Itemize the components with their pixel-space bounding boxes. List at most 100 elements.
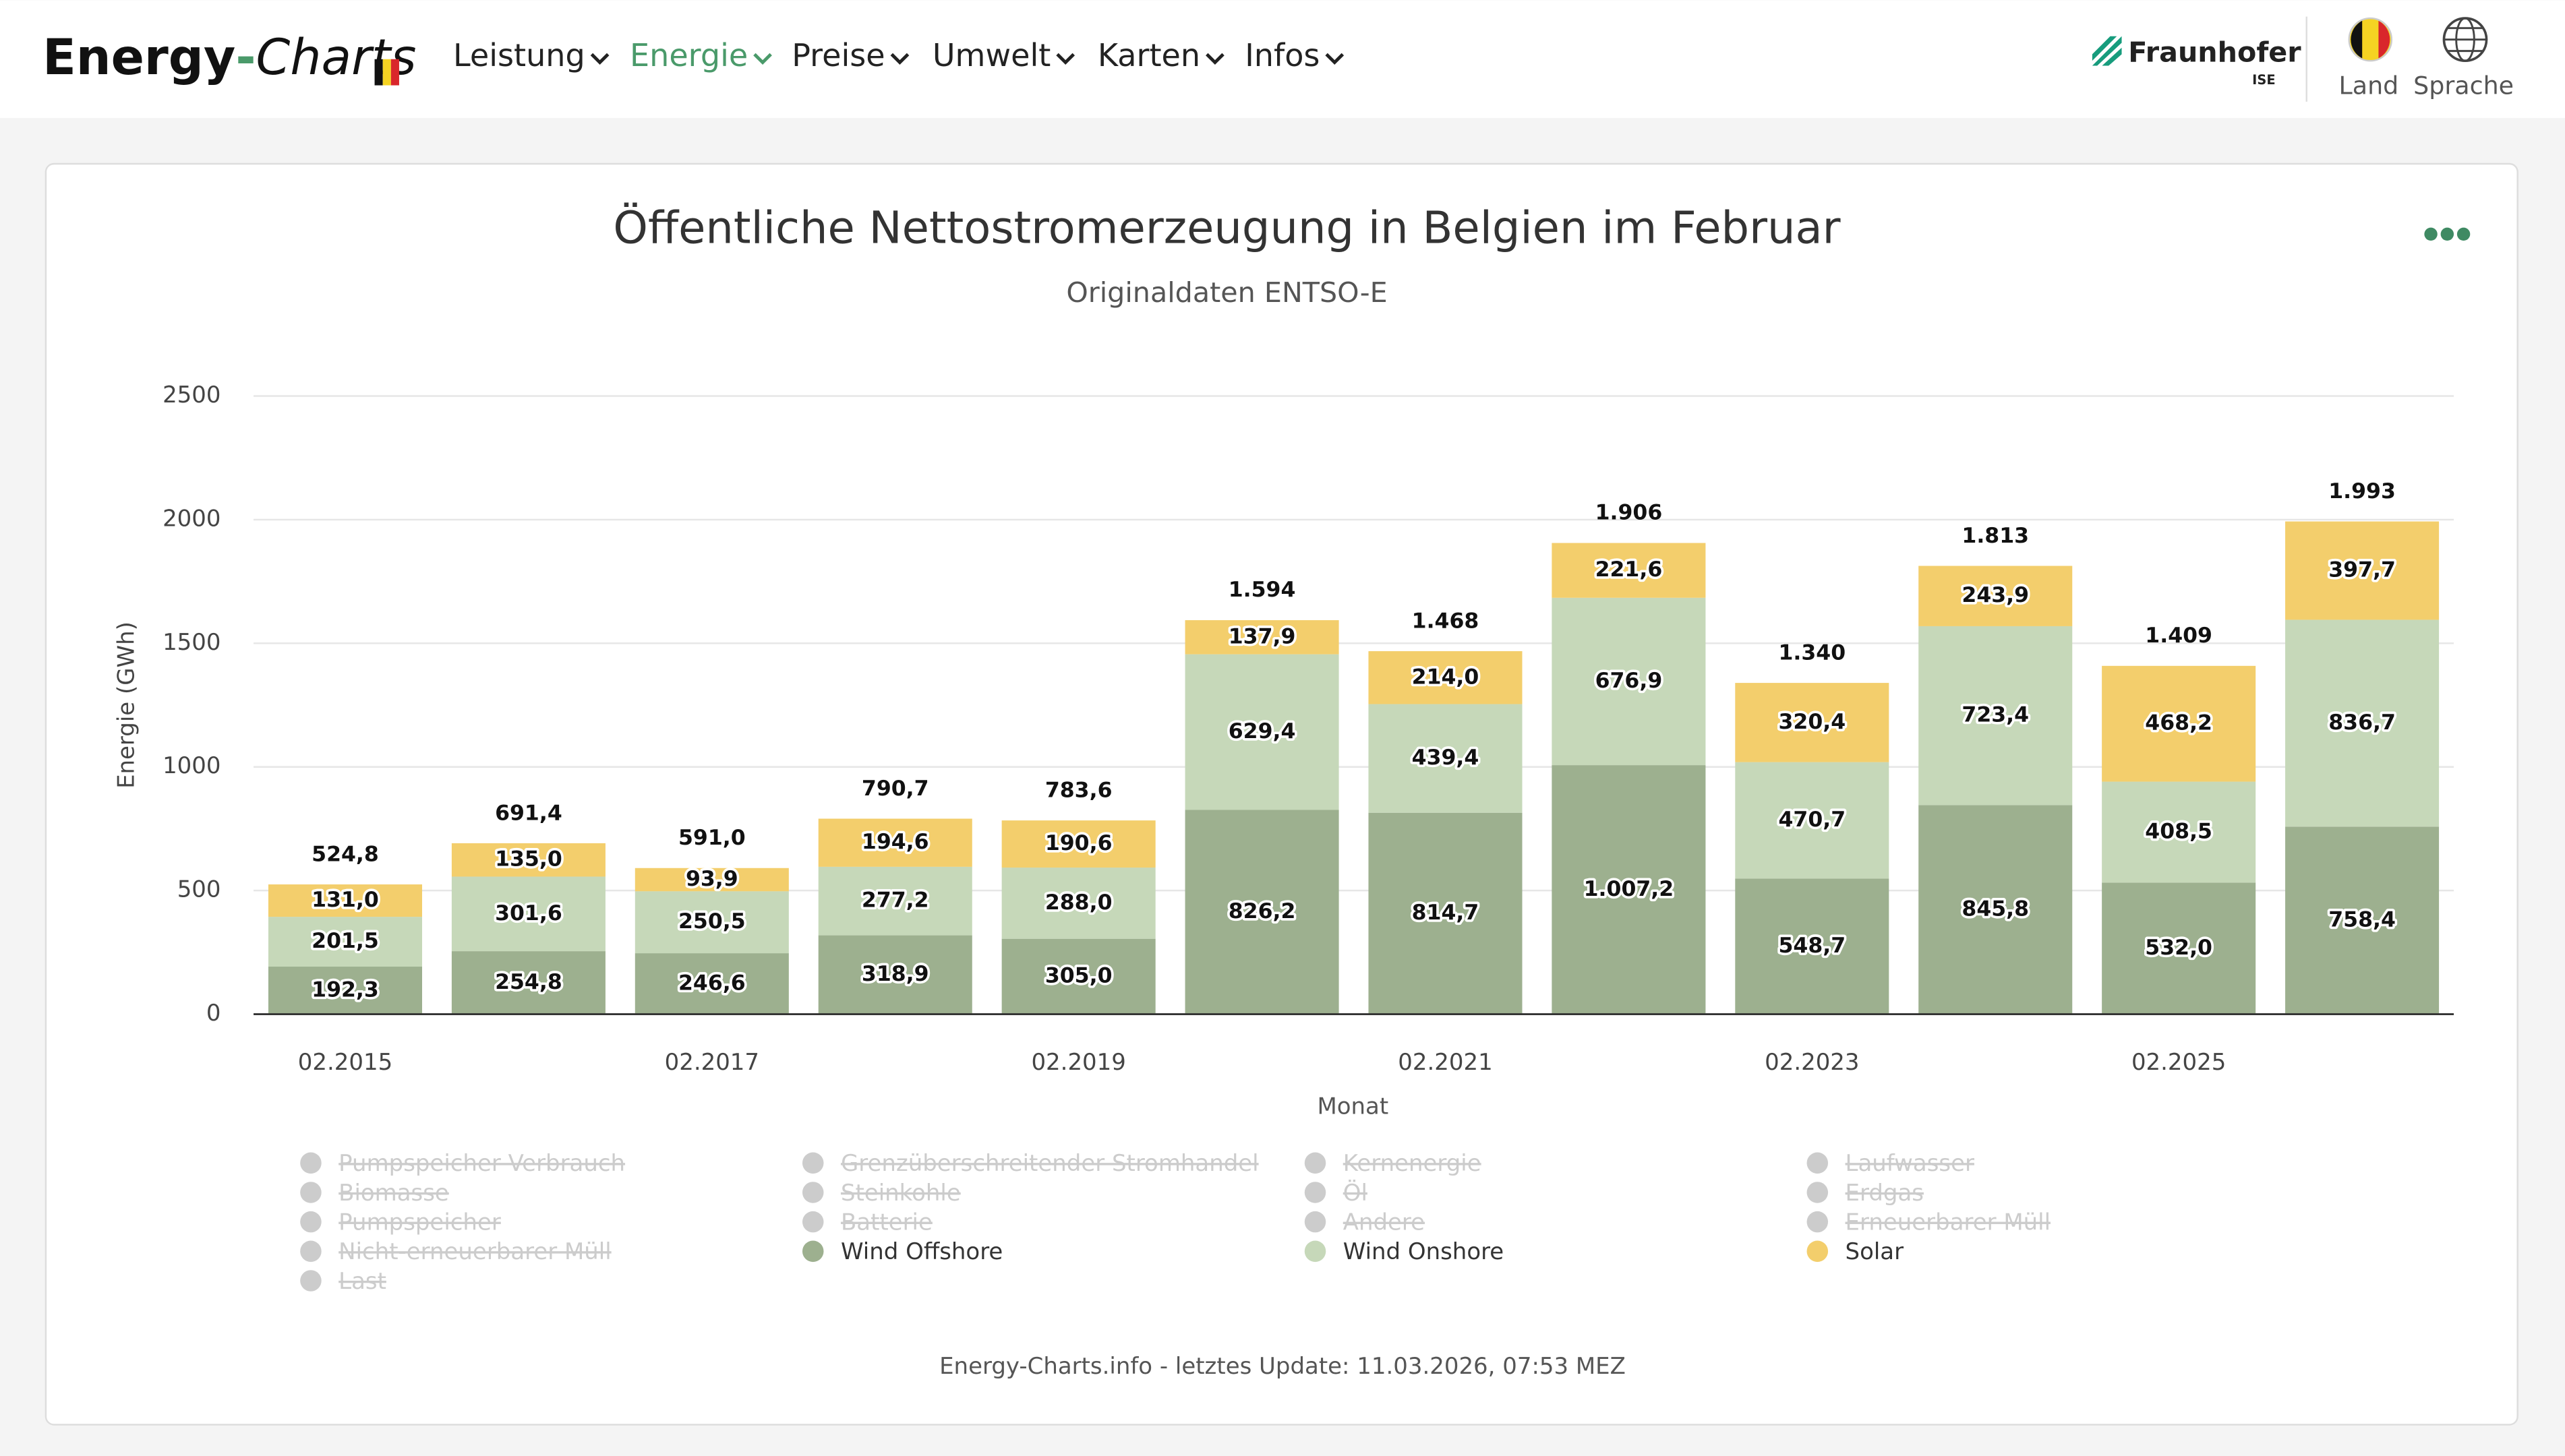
chevron[interactable]	[753, 53, 772, 65]
org-sub[interactable]: ISE	[2252, 72, 2275, 88]
data-label: 201,5	[312, 929, 379, 953]
legend-label[interactable]: Laufwasser	[1846, 1150, 1974, 1177]
legend-item[interactable]: Andere	[1304, 1209, 1425, 1236]
data-label: 723,4	[1962, 703, 2029, 727]
legend-swatch[interactable]	[802, 1152, 824, 1174]
legend-swatch[interactable]	[300, 1152, 322, 1174]
legend-swatch[interactable]	[1304, 1182, 1326, 1203]
brand-part[interactable]: Energy	[42, 29, 235, 86]
legend-swatch[interactable]	[1806, 1182, 1829, 1203]
chevron[interactable]	[1325, 53, 1345, 65]
legend-item[interactable]: Solar	[1806, 1238, 1904, 1265]
menu-dot[interactable]	[2456, 227, 2471, 241]
legend-label[interactable]: Steinkohle	[841, 1180, 961, 1207]
data-label: 190,6	[1045, 831, 1113, 855]
legend-item[interactable]: Last	[300, 1268, 386, 1295]
legend-swatch[interactable]	[1304, 1152, 1326, 1174]
nav-item[interactable]: Energie	[630, 37, 772, 73]
legend-label[interactable]: Pumpspeicher	[338, 1209, 501, 1236]
legend-label[interactable]: Batterie	[841, 1209, 933, 1236]
legend-item[interactable]: Pumpspeicher Verbrauch	[300, 1150, 625, 1177]
legend-item[interactable]: Erdgas	[1806, 1180, 1924, 1207]
nav-item[interactable]: Umwelt	[933, 37, 1075, 73]
chevron[interactable]	[890, 53, 910, 65]
fraunhofer-logo[interactable]: Fraunhofer ISE	[2092, 36, 2301, 88]
data-label: 408,5	[2145, 819, 2212, 843]
x-tick-label: 02.2023	[1765, 1049, 1859, 1076]
nav-label[interactable]: Leistung	[453, 37, 585, 73]
legend-label[interactable]: Erneuerbarer Müll	[1846, 1209, 2051, 1236]
nav-label[interactable]: Energie	[630, 37, 748, 73]
legend-label[interactable]: Pumpspeicher Verbrauch	[338, 1150, 625, 1177]
menu-dot[interactable]	[2440, 227, 2454, 241]
legend-swatch[interactable]	[300, 1270, 322, 1292]
brand-text[interactable]: Energy-Charts	[42, 29, 416, 86]
legend-swatch[interactable]	[1806, 1240, 1829, 1263]
legend-label[interactable]: Nicht-erneuerbarer Müll	[338, 1238, 612, 1265]
legend-swatch[interactable]	[300, 1211, 322, 1233]
flag-stripe	[382, 59, 391, 86]
chevron[interactable]	[590, 53, 610, 65]
legend-label[interactable]: Last	[338, 1268, 386, 1295]
legend-item[interactable]: Wind Onshore	[1304, 1238, 1504, 1265]
legend-swatch[interactable]	[1806, 1152, 1829, 1174]
country-label[interactable]: Land	[2339, 71, 2399, 100]
menu-dot[interactable]	[2424, 227, 2438, 241]
legend-label[interactable]: Kernenergie	[1343, 1150, 1481, 1177]
legend-item[interactable]: Öl	[1304, 1179, 1367, 1207]
legend-swatch[interactable]	[802, 1211, 824, 1233]
legend-swatch[interactable]	[300, 1182, 322, 1203]
legend-label[interactable]: Wind Offshore	[841, 1238, 1003, 1265]
nav-label[interactable]: Infos	[1245, 37, 1320, 73]
legend-item[interactable]: Steinkohle	[802, 1180, 961, 1207]
y-tick-label: 2500	[163, 382, 220, 408]
legend-swatch[interactable]	[1304, 1240, 1326, 1263]
nav-item[interactable]: Karten	[1098, 37, 1225, 73]
nav-label[interactable]: Umwelt	[933, 37, 1051, 73]
legend-swatch[interactable]	[1806, 1211, 1829, 1233]
legend-item[interactable]: Biomasse	[300, 1180, 449, 1207]
language-label[interactable]: Sprache	[2413, 71, 2514, 100]
legend-item[interactable]: Nicht-erneuerbarer Müll	[300, 1238, 612, 1265]
data-label: 676,9	[1595, 669, 1663, 693]
nav-item[interactable]: Infos	[1245, 37, 1345, 73]
nav-label[interactable]: Preise	[792, 37, 885, 73]
legend-item[interactable]: Laufwasser	[1806, 1150, 1974, 1177]
legend-item[interactable]: Pumpspeicher	[300, 1209, 501, 1236]
legend-swatch[interactable]	[1304, 1211, 1326, 1233]
legend-item[interactable]: Wind Offshore	[802, 1238, 1003, 1265]
legend-label[interactable]: Erdgas	[1846, 1180, 1924, 1207]
brand[interactable]: Energy-Charts	[42, 29, 416, 86]
legend-label[interactable]: Grenzüberschreitender Stromhandel	[841, 1150, 1259, 1177]
legend-label[interactable]: Solar	[1846, 1238, 1904, 1265]
brand-part[interactable]: -	[235, 29, 256, 86]
bar-segment	[1185, 654, 1339, 810]
nav-menu: Leistung Energie Preise Umwelt Karten Infos	[453, 37, 1345, 73]
x-tick-label: 02.2025	[2131, 1049, 2226, 1076]
bar-segment	[1368, 704, 1523, 813]
legend-item[interactable]: Batterie	[802, 1209, 933, 1236]
legend-label[interactable]: Wind Onshore	[1343, 1238, 1504, 1265]
legend-swatch[interactable]	[802, 1240, 824, 1263]
chevron[interactable]	[1056, 53, 1075, 65]
nav-item[interactable]: Preise	[792, 37, 910, 73]
country-button[interactable]: Land	[2339, 17, 2399, 100]
bar-segment	[818, 818, 972, 867]
bar-segment	[635, 891, 789, 954]
legend-label[interactable]: Öl	[1343, 1179, 1367, 1207]
org-name[interactable]: Fraunhofer	[2128, 36, 2301, 68]
legend-swatch[interactable]	[300, 1240, 322, 1263]
legend-item[interactable]: Grenzüberschreitender Stromhandel	[802, 1150, 1259, 1177]
chart-menu[interactable]	[2424, 227, 2471, 241]
y-tick-label: 0	[206, 1000, 221, 1027]
language-button[interactable]: Sprache	[2413, 17, 2514, 100]
total-label: 1.906	[1595, 501, 1663, 525]
nav-item[interactable]: Leistung	[453, 37, 610, 73]
legend-item[interactable]: Erneuerbarer Müll	[1806, 1209, 2051, 1236]
legend-item[interactable]: Kernenergie	[1304, 1150, 1481, 1177]
legend-swatch[interactable]	[802, 1182, 824, 1203]
chevron[interactable]	[1206, 53, 1225, 65]
nav-label[interactable]: Karten	[1098, 37, 1200, 73]
legend-label[interactable]: Andere	[1343, 1209, 1425, 1236]
legend-label[interactable]: Biomasse	[338, 1180, 449, 1207]
